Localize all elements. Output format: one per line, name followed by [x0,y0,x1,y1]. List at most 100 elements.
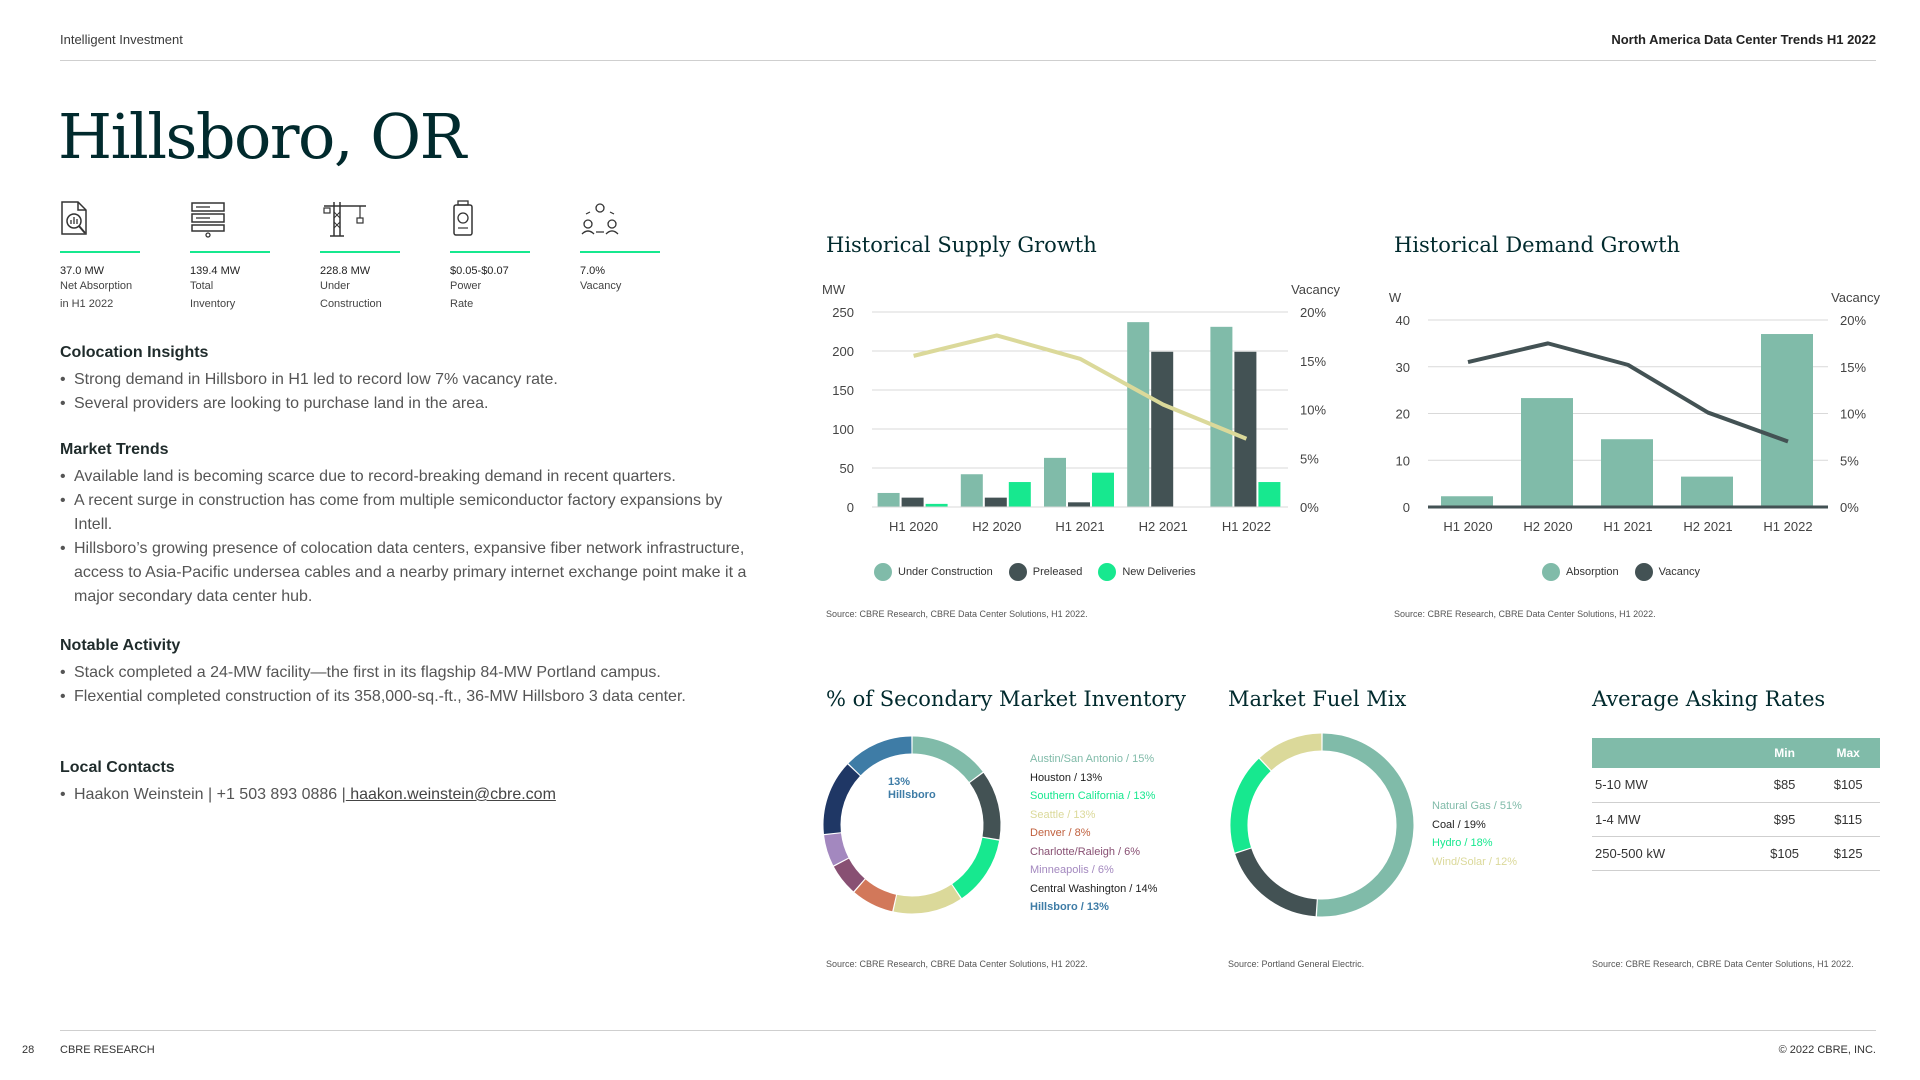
column-header: Min [1752,738,1817,768]
y2-tick-label: 15% [1840,360,1866,375]
legend-swatch [1634,563,1653,581]
y-tick-label: 250 [832,305,854,320]
stat-net-absorption: 37.0 MW Net Absorption in H1 2022 [60,200,140,313]
donut-slice [848,736,912,776]
section-heading: Local Contacts [60,759,175,776]
x-tick-label: H1 2021 [1055,519,1104,534]
table-cell: $115 [1816,802,1880,837]
donut-slice [893,884,961,914]
y2-axis-title: Vacancy [1291,282,1340,297]
slice-label: Hillsboro / 13% [1030,901,1109,913]
x-tick-label: H1 2020 [1443,519,1492,534]
page-title: Hillsboro, OR [58,100,466,173]
email-link[interactable]: haakon.weinstein@cbre.com [345,786,556,803]
bar [1441,496,1493,507]
stat-label: Inventory [190,298,236,310]
column-header: Max [1816,738,1880,768]
stat-label: Net Absorption [60,280,133,292]
bar [1127,322,1150,507]
bar [1210,326,1233,507]
y2-axis-title: Vacancy [1831,290,1880,305]
slice-label: Natural Gas / 51% [1432,800,1522,812]
section-heading: Notable Activity [60,637,181,654]
y-tick-label: 0 [847,500,854,515]
donut-slice [1259,733,1322,771]
stat-under-construction: 228.8 MW Under Construction [320,200,400,313]
y-tick-label: 10 [1396,453,1410,468]
bar [1151,351,1174,507]
stat-label: Total [190,280,214,292]
table-cell: 250-500 kW [1592,836,1753,871]
contact-item: Haakon Weinstein | +1 503 893 0886 | haa… [60,783,760,807]
y-tick-label: 20 [1396,407,1410,422]
supply-source: Source: CBRE Research, CBRE Data Center … [826,609,1088,619]
supply-chart: MW Vacancy 0 50 100 150 200 250 0% 5% 10% 15% 20% H1 … [822,282,1340,534]
y2-tick-label: 0% [1840,500,1859,515]
y-axis-title: MW [1388,290,1402,305]
y-tick-label: 0 [1403,500,1410,515]
bar [901,497,924,507]
list-item: Several providers are looking to purchas… [60,392,760,416]
inventory-chart-title: % of Secondary Market Inventory [826,687,1186,711]
table-cell: 5-10 MW [1592,768,1753,803]
bar [1008,482,1031,507]
inventory-donut [823,736,1001,914]
donut-slice [824,832,849,866]
table-cell: $85 [1752,768,1817,803]
stat-power-rate: $0.05-$0.07 Power Rate [450,200,530,313]
y2-tick-label: 5% [1840,453,1859,468]
stat-value: $0.05-$0.07 [450,265,509,277]
y2-tick-label: 10% [1840,407,1866,422]
bar [1234,351,1257,507]
legend-item: New Deliveries [1098,563,1196,581]
legend-item: Under Construction [874,563,993,581]
legend-label: Preleased [1032,566,1083,578]
table-cell: $105 [1816,768,1880,803]
legend-label: New Deliveries [1122,566,1196,578]
x-tick-label: H2 2020 [1523,519,1572,534]
list-item: Stack completed a 24-MW facility—the fir… [60,661,760,685]
notable-activity: Notable Activity Stack completed a 24-MW… [60,637,760,709]
bar [960,474,983,507]
table-cell: $95 [1752,802,1817,837]
local-contacts: Local Contacts Haakon Weinstein | +1 503… [60,759,760,807]
bar [1044,457,1066,507]
stat-label: Power [450,280,482,292]
bar [925,503,948,507]
slice-label: Austin/San Antonio / 15% [1030,753,1155,765]
slice-label: Houston / 13% [1030,771,1103,784]
demand-chart: MW Vacancy 0 10 20 30 40 0% 5% 10% 15% 20% H1 2020 H2… [1388,290,1880,534]
legend-label: Under Construction [898,566,993,578]
stat-vacancy: 7.0% Vacancy [580,200,660,295]
fuel-chart-title: Market Fuel Mix [1228,687,1407,711]
rates-source: Source: CBRE Research, CBRE Data Center … [1592,959,1854,969]
stat-label: in H1 2022 [60,298,114,310]
fuel-source: Source: Portland General Electric. [1228,959,1365,969]
header-right: North America Data Center Trends H1 2022 [1611,32,1876,47]
footer-left: CBRE RESEARCH [60,1044,155,1056]
slice-label: Minneapolis / 6% [1030,864,1114,876]
bar [1761,334,1813,507]
slice-label: Coal / 19% [1432,818,1486,831]
x-tick-label: H1 2021 [1603,519,1652,534]
stat-label: Vacancy [580,280,622,292]
fuel-donut [1230,733,1414,917]
slice-label: Central Washington / 14% [1030,882,1158,895]
bar [1092,472,1114,507]
stat-value: 228.8 MW [320,265,371,277]
y-tick-label: 50 [840,461,854,476]
page-number: 28 [22,1044,35,1056]
donut-center-pct: 13% [888,776,911,788]
stat-label: Construction [320,298,382,310]
vacancy-line [1467,341,1789,444]
y2-tick-label: 20% [1840,313,1866,328]
table-row: 5-10 MW $85 $105 [1592,768,1880,803]
header-left: Intelligent Investment [60,32,183,47]
bar [1521,398,1573,507]
y-axis-title: MW [822,282,846,297]
bar [1068,502,1090,507]
legend-item: Absorption [1542,563,1619,581]
stat-value: 37.0 MW [60,265,105,277]
table-header-row: Min Max [1592,738,1880,768]
bar [1681,476,1733,507]
